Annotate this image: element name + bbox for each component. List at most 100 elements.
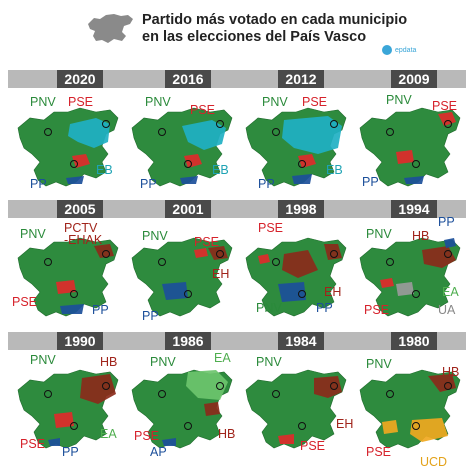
year-label-2020: 2020: [57, 70, 103, 88]
region-party-patch: [282, 250, 318, 278]
label-pp: PP: [140, 177, 157, 191]
capital-marker-icon: [386, 258, 394, 266]
row-band-2: [8, 200, 466, 218]
region-party-patch: [60, 304, 84, 314]
label-eb: EB: [96, 163, 113, 177]
region-party-patch: [444, 238, 456, 248]
map-panel-2005: [10, 220, 123, 330]
row-band-3: [8, 332, 466, 350]
label-ea: EA: [100, 427, 117, 441]
map-panel-1990: [10, 352, 123, 462]
capital-marker-icon: [330, 120, 338, 128]
region-party-patch: [404, 176, 424, 184]
region-party-patch: [278, 282, 306, 302]
label-pp: PP: [142, 309, 159, 323]
region-party-patch: [428, 374, 456, 392]
region-party-patch: [204, 402, 220, 416]
map-panel-1986: [124, 352, 237, 462]
capital-marker-icon: [298, 160, 306, 168]
label-pse: PSE: [302, 95, 328, 109]
label-ap: AP: [150, 445, 167, 459]
capital-marker-icon: [272, 128, 280, 136]
label-ua: UA: [438, 303, 456, 317]
region-party-patch: [382, 420, 398, 434]
year-label-2016: 2016: [165, 70, 211, 88]
label-pnv: PNV: [366, 227, 392, 241]
label-pse: PSE: [432, 99, 458, 113]
page-title: Partido más votado en cada municipio en …: [142, 12, 407, 46]
capital-marker-icon: [216, 382, 224, 390]
map-panel-1984: [238, 352, 351, 462]
label-pnv: PNV: [150, 355, 176, 369]
capital-marker-icon: [70, 422, 78, 430]
label-eh: EH: [212, 267, 230, 281]
label-pnv: PNV: [262, 95, 288, 109]
epdata-logo: epdata: [382, 45, 416, 55]
capital-marker-icon: [70, 160, 78, 168]
capital-marker-icon: [216, 120, 224, 128]
region-party-patch: [422, 246, 456, 268]
map-panel-1980: [352, 352, 465, 462]
label-pp: PP: [316, 301, 333, 315]
label-pnv: PNV: [20, 227, 46, 241]
label-pnv: PNV: [256, 355, 282, 369]
capital-marker-icon: [44, 258, 52, 266]
year-label-1980: 1980: [391, 332, 437, 350]
region-party-patch: [66, 176, 84, 184]
capital-marker-icon: [272, 258, 280, 266]
capital-marker-icon: [330, 382, 338, 390]
label-pnv: PNV: [30, 353, 56, 367]
capital-marker-icon: [412, 422, 420, 430]
map-panel-2001: [124, 220, 237, 330]
region-party-patch: [162, 282, 188, 300]
label-ea: EA: [442, 285, 459, 299]
title-line-1: Partido más votado en cada municipio: [142, 12, 408, 28]
capital-marker-icon: [158, 128, 166, 136]
year-label-1994: 1994: [391, 200, 437, 218]
region-party-patch: [396, 150, 414, 164]
capital-marker-icon: [330, 250, 338, 258]
capital-marker-icon: [102, 250, 110, 258]
year-label-1990: 1990: [57, 332, 103, 350]
label-pse: PSE: [258, 221, 284, 235]
label-pnv: PNV: [366, 357, 392, 371]
label-pp: PP: [362, 175, 379, 189]
capital-marker-icon: [444, 382, 452, 390]
year-label-2012: 2012: [278, 70, 324, 88]
capital-marker-icon: [158, 258, 166, 266]
label-pse: PSE: [134, 429, 160, 443]
year-label-2005: 2005: [57, 200, 103, 218]
label-pse: PSE: [20, 437, 46, 451]
capital-marker-icon: [44, 128, 52, 136]
region-party-patch: [72, 154, 90, 168]
map-panel-1998: [238, 220, 351, 330]
region-party-patch: [298, 154, 316, 168]
label-pctv: PCTV: [64, 221, 98, 235]
region-party-patch: [258, 254, 270, 264]
label-eh: EH: [324, 285, 342, 299]
capital-marker-icon: [298, 422, 306, 430]
region-pnv: [17, 237, 119, 317]
epdata-logo-text: epdata: [395, 46, 417, 54]
region-party-patch: [162, 438, 176, 446]
label-eh: EH: [336, 417, 354, 431]
label-pnv: PNV: [386, 93, 412, 107]
label-pse: PSE: [300, 439, 326, 453]
row-band-1: [8, 70, 466, 88]
label-ea: EA: [214, 351, 231, 365]
capital-marker-icon: [184, 160, 192, 168]
year-label-2001: 2001: [165, 200, 211, 218]
capital-marker-icon: [412, 290, 420, 298]
capital-marker-icon: [102, 120, 110, 128]
region-party-patch: [314, 376, 342, 398]
region-party-patch: [380, 278, 394, 288]
capital-marker-icon: [44, 390, 52, 398]
year-label-1984: 1984: [278, 332, 324, 350]
capital-marker-icon: [444, 120, 452, 128]
label-pse: PSE: [194, 235, 220, 249]
capital-marker-icon: [184, 290, 192, 298]
region-party-patch: [48, 438, 60, 446]
capital-marker-icon: [158, 390, 166, 398]
capital-marker-icon: [386, 128, 394, 136]
region-party-patch: [410, 418, 448, 442]
